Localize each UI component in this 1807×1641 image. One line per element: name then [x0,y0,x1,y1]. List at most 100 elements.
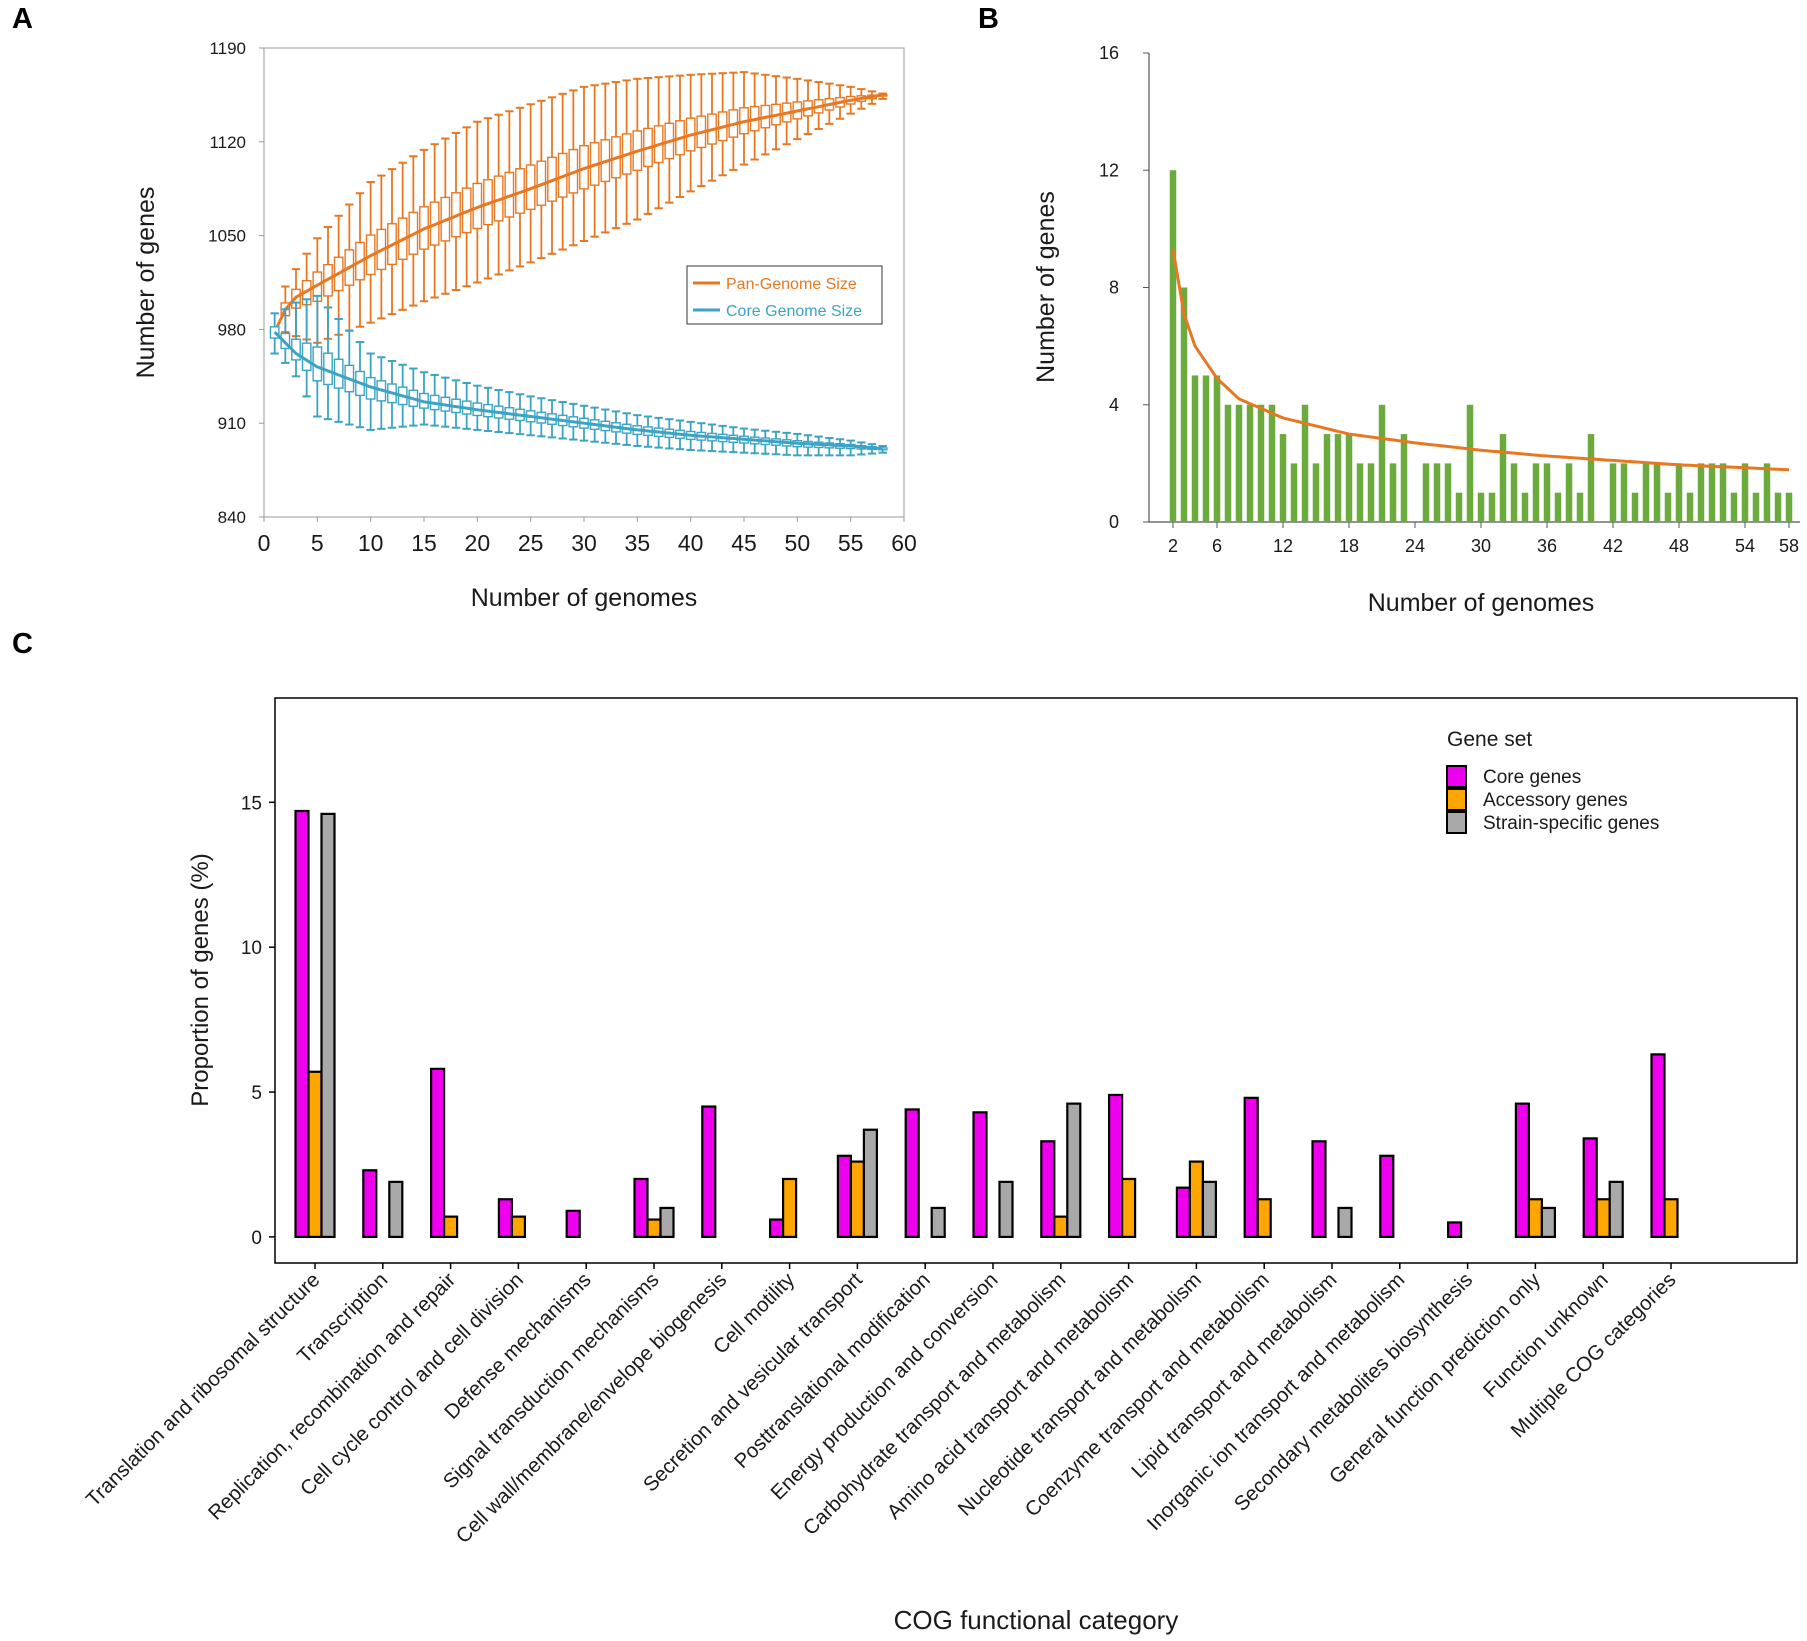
legend-title: Gene set [1447,728,1532,751]
bar [1650,1053,1666,1239]
bar [1521,492,1529,522]
bar [1697,463,1705,522]
y-tick-label: 0 [1109,512,1119,532]
bar [1527,1198,1544,1239]
y-tick-label: 910 [218,414,246,433]
x-axis-title: Number of genomes [471,584,698,612]
bar [1188,1160,1205,1239]
bar [1477,492,1485,522]
x-tick-label: 15 [411,530,437,556]
bar [1378,404,1386,522]
x-tick-label: 2 [1168,536,1178,556]
bar [781,1177,798,1239]
bar [1213,375,1221,522]
bar [1664,492,1672,522]
bar [1774,492,1782,522]
legend-a: Pan-Genome Size Core Genome Size [686,265,883,325]
bar [1576,492,1584,522]
bar [1367,463,1375,522]
bar [1202,375,1210,522]
bar [1653,463,1661,522]
x-tick-label: 55 [838,530,864,556]
bar [1107,1093,1124,1239]
category-label: Translation and ribosomal structure [82,1268,325,1511]
x-tick-label: 6 [1212,536,1222,556]
x-tick-label: 30 [571,530,597,556]
category-label: Secondary metabolites biosynthesis [1230,1268,1478,1516]
bar [1246,404,1254,522]
bar [1620,463,1628,522]
x-tick-label: 10 [358,530,384,556]
bar [1540,1206,1557,1239]
bar [1455,492,1463,522]
bar [1224,404,1232,522]
legend-box [686,265,883,325]
bar [1279,434,1287,522]
bar [1631,492,1639,522]
x-tick-label: 58 [1779,536,1799,556]
bar [633,1177,649,1239]
category-label: Inorganic ion transport and metabolism [1142,1268,1409,1535]
bar [307,1070,323,1239]
y-axis-title-b: Number of genes [1032,191,1060,383]
bar [1488,492,1496,522]
category-label: Coenzyme transport and metabolism [1021,1268,1274,1521]
x-axis-title-b: Number of genomes [1368,589,1595,617]
legend-label: Core genes [1483,767,1581,788]
bar [1256,1198,1272,1239]
x-tick-label: 42 [1603,536,1623,556]
bar [1422,463,1430,522]
x-tick-label: 45 [731,530,757,556]
legend-label: Accessory genes [1483,790,1628,811]
legend-swatch [1446,811,1467,834]
bar [1741,463,1749,522]
bar [1337,1206,1353,1239]
bar [443,1215,459,1239]
bar [1169,170,1177,522]
x-tick-label: 5 [311,530,324,556]
bar [1595,1198,1611,1239]
y-tick-label: 0 [251,1228,262,1249]
bar [1379,1154,1395,1239]
x-tick-label: 12 [1273,536,1293,556]
bar [1356,463,1364,522]
bar [1235,404,1243,522]
bar [1510,463,1518,522]
bar [510,1215,526,1239]
bar [1066,1102,1082,1239]
bar [1565,463,1573,522]
core-genome-series [269,294,888,457]
median-line [273,93,883,333]
bar [1587,434,1595,522]
y-axis-title-c: Proportion of genes (%) [187,853,214,1106]
bar [1053,1215,1069,1239]
y-tick-label: 8 [1109,278,1119,298]
bar [430,1067,446,1239]
category-label: Amino acid transport and metabolism [883,1268,1139,1524]
bar [1554,492,1562,522]
bar [497,1198,513,1239]
x-tick-label: 25 [518,530,544,556]
bar [1785,492,1793,522]
x-tick-label: 48 [1669,536,1689,556]
y-tick-label: 5 [251,1083,262,1104]
x-axis-title-c: COG functional category [894,1605,1179,1635]
y-tick-label: 1120 [209,133,246,152]
bar [1686,492,1694,522]
bar [1609,463,1617,522]
legend-swatch [1446,788,1467,811]
bar [1543,463,1551,522]
bar [1040,1140,1056,1239]
bar [1642,463,1650,522]
bar [1334,434,1342,522]
pan-genome-series [269,71,888,344]
bar [998,1180,1014,1239]
bar [1675,463,1683,522]
x-tick-label: 60 [891,530,917,556]
bar [701,1105,717,1239]
bar [1120,1177,1137,1239]
bar [1201,1180,1218,1239]
plot-area-c [274,697,1798,1264]
